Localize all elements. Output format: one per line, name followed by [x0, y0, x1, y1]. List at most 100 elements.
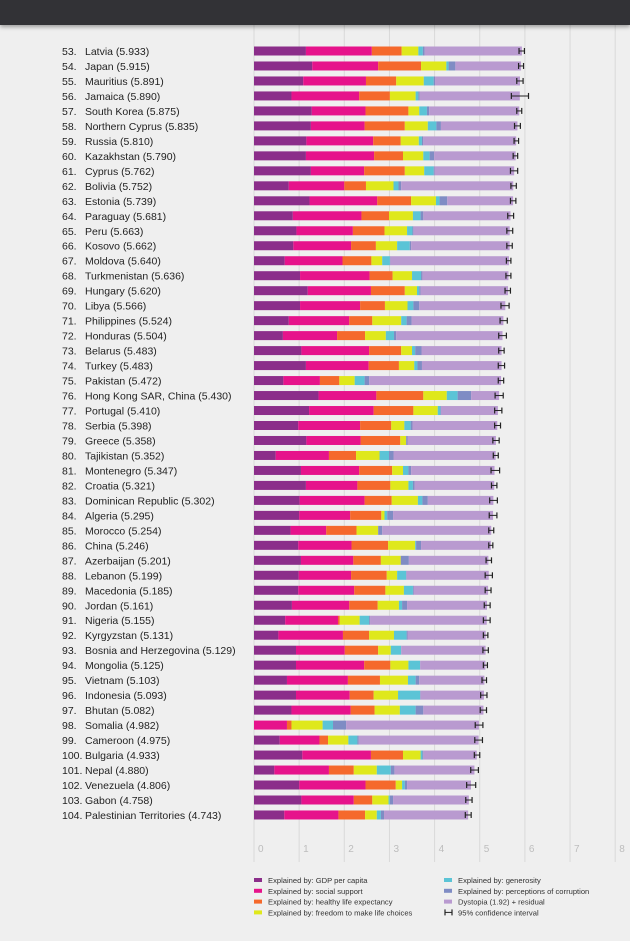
- bar-segment-7: [414, 480, 495, 490]
- bar-segment-2: [275, 450, 329, 460]
- confidence-interval: [512, 152, 519, 159]
- bar-segment-7: [407, 630, 486, 640]
- bar-segment-2: [295, 690, 350, 700]
- bar-segment-7: [423, 750, 477, 760]
- bar-row: [254, 615, 491, 625]
- legend-item: Explained by: GDP per capita: [254, 876, 368, 885]
- bar-segment-6: [421, 271, 423, 281]
- bar-segment-4: [328, 735, 349, 745]
- bar-segment-7: [408, 555, 489, 565]
- confidence-interval: [492, 452, 499, 459]
- legend-swatch: [444, 888, 452, 893]
- bar-segment-1: [254, 406, 310, 416]
- legend-label: Explained by: healthy life expectancy: [268, 898, 393, 907]
- bar-segment-4: [353, 765, 377, 775]
- legend-item: Explained by: social support: [254, 887, 363, 896]
- bar-segment-6: [400, 555, 409, 565]
- country-label: Bolivia (5.752): [85, 181, 152, 193]
- bar-segment-2: [283, 376, 320, 386]
- bar-segment-5: [398, 600, 403, 610]
- bar-segment-5: [382, 256, 390, 266]
- bar-segment-6: [404, 780, 408, 790]
- country-label: Hungary (5.620): [85, 286, 161, 298]
- bar-segment-2: [282, 331, 338, 341]
- bar-row: [254, 435, 500, 445]
- bar-segment-3: [349, 600, 378, 610]
- bar-segment-2: [305, 480, 358, 490]
- bar-segment-5: [423, 151, 430, 161]
- bar-row: [254, 181, 517, 191]
- bar-segment-6: [412, 226, 414, 236]
- rank-label: 62.: [62, 181, 77, 193]
- bar-segment-5: [435, 196, 440, 206]
- bar-segment-3: [350, 705, 375, 715]
- bar-segment-5: [412, 211, 421, 221]
- bar-segment-6: [419, 286, 421, 296]
- bar-row: [254, 690, 488, 700]
- bar-segment-6: [389, 795, 394, 805]
- bar-segment-6: [410, 421, 413, 430]
- bar-segment-4: [398, 361, 415, 371]
- bar-segment-5: [418, 136, 422, 146]
- bar-segment-6: [413, 301, 420, 311]
- bar-segment-5: [407, 675, 416, 685]
- bar-segment-1: [254, 585, 299, 595]
- country-label: Honduras (5.504): [85, 331, 167, 343]
- bar-row: [254, 121, 521, 131]
- confidence-interval: [465, 797, 473, 803]
- bar-segment-7: [393, 450, 496, 460]
- confidence-interval: [473, 752, 481, 759]
- bar-segment-3: [352, 226, 385, 236]
- bar-row: [254, 495, 498, 505]
- x-tick-label: 4: [439, 844, 445, 855]
- country-label: Jordan (5.161): [85, 600, 153, 612]
- bar-segment-3: [353, 555, 381, 565]
- bar-segment-7: [411, 241, 510, 251]
- bar-row: [254, 406, 503, 416]
- country-label: Paraguay (5.681): [85, 211, 166, 223]
- bar-segment-3: [286, 720, 292, 730]
- bar-segment-7: [421, 361, 502, 371]
- bar-segment-6: [369, 615, 371, 625]
- bar-segment-2: [286, 675, 348, 685]
- bar-segment-2: [309, 196, 378, 206]
- bar-segment-6: [393, 331, 397, 341]
- legend-label: Dystopia (1.92) + residual: [458, 898, 545, 907]
- country-label: Mauritius (5.891): [85, 76, 164, 88]
- bar-segment-1: [254, 331, 283, 341]
- bar-segment-5: [407, 301, 414, 311]
- bar-segment-1: [254, 435, 307, 445]
- confidence-interval: [489, 497, 498, 504]
- bar-segment-2: [312, 61, 379, 71]
- bar-segment-6: [412, 585, 414, 595]
- confidence-interval: [498, 332, 507, 339]
- rank-label: 78.: [62, 421, 77, 433]
- x-tick-label: 1: [303, 844, 309, 855]
- bar-segment-7: [407, 780, 471, 790]
- bar-segment-4: [396, 76, 424, 86]
- bar-segment-5: [348, 735, 358, 745]
- bar-segment-1: [254, 211, 293, 221]
- rank-label: 100.: [62, 750, 82, 762]
- x-tick-label: 0: [258, 844, 264, 855]
- rank-label: 97.: [62, 705, 77, 717]
- bar-segment-2: [295, 645, 345, 655]
- bar-segment-4: [375, 241, 398, 251]
- bar-segment-3: [326, 525, 357, 535]
- rank-label: 95.: [62, 675, 77, 687]
- legend-item: Explained by: freedom to make life choic…: [254, 908, 413, 917]
- confidence-interval: [466, 782, 477, 789]
- country-label: Peru (5.663): [85, 226, 143, 238]
- rank-label: 58.: [62, 121, 77, 133]
- bar-segment-5: [393, 630, 407, 640]
- bar-segment-3: [359, 91, 390, 101]
- bar-segment-5: [397, 241, 410, 251]
- rank-label: 84.: [62, 510, 77, 522]
- bar-segment-2: [305, 46, 372, 56]
- country-label: Belarus (5.483): [85, 346, 157, 358]
- bar-segment-1: [254, 301, 301, 311]
- bar-segment-6: [418, 91, 420, 101]
- bar-row: [254, 810, 472, 820]
- bar-row: [254, 331, 507, 341]
- window-top-bar: [0, 0, 630, 25]
